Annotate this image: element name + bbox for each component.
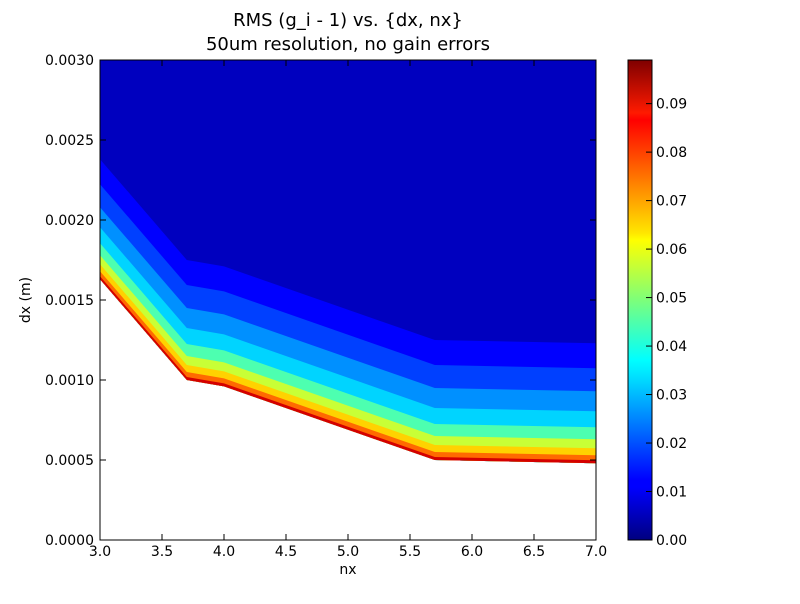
y-tick-label: 0.0005: [45, 453, 94, 469]
y-tick-label: 0.0030: [45, 53, 94, 69]
colorbar-tick-label: 0.04: [656, 339, 687, 355]
colorbar: [627, 59, 653, 541]
y-axis: 0.0000 0.0005 0.0010 0.0015 0.0020 0.0025 0.00…: [45, 53, 596, 549]
y-tick-label: 0.0025: [45, 133, 94, 149]
x-tick-label: 5.5: [399, 544, 421, 560]
x-tick-label: 6.0: [461, 544, 483, 560]
y-tick-label: 0.0020: [45, 213, 94, 229]
colorbar-tick-label: 0.05: [656, 291, 687, 307]
chart-subtitle: 50um resolution, no gain errors: [206, 34, 490, 55]
x-tick-label: 3.5: [151, 544, 173, 560]
colorbar-tick-label: 0.07: [656, 194, 687, 210]
x-tick-label: 4.5: [275, 544, 297, 560]
colorbar-tick-label: 0.09: [656, 97, 687, 113]
y-tick-label: 0.0010: [45, 373, 94, 389]
y-tick-label: 0.0000: [45, 533, 94, 549]
y-axis-label: dx (m): [18, 277, 34, 323]
y-tick-label: 0.0015: [45, 293, 94, 309]
x-tick-label: 6.5: [523, 544, 545, 560]
colorbar-tick-label: 0.00: [656, 533, 687, 549]
colorbar-tick-label: 0.01: [656, 485, 687, 501]
colorbar-tick-label: 0.06: [656, 242, 687, 258]
x-tick-label: 7.0: [585, 544, 607, 560]
chart-title: RMS (g_i - 1) vs. {dx, nx}: [233, 10, 463, 31]
colorbar-ticks: 0.00 0.01 0.02 0.03 0.04 0.05 0.06 0.07 0.08 0.09: [646, 97, 687, 549]
contour-band-2: [100, 207, 596, 464]
contour-field: [100, 60, 596, 464]
colorbar-tick-label: 0.08: [656, 145, 687, 161]
contour-band-7: [100, 271, 596, 464]
colorbar-tick-label: 0.03: [656, 388, 687, 404]
x-tick-label: 4.0: [213, 544, 235, 560]
colorbar-tick-label: 0.02: [656, 436, 687, 452]
x-tick-label: 3.0: [89, 544, 111, 560]
x-tick-label: 5.0: [337, 544, 359, 560]
x-axis-label: nx: [339, 562, 356, 578]
x-axis: 3.0 3.5 4.0 4.5 5.0 5.5 6.0 6.5 7.0: [89, 60, 607, 560]
